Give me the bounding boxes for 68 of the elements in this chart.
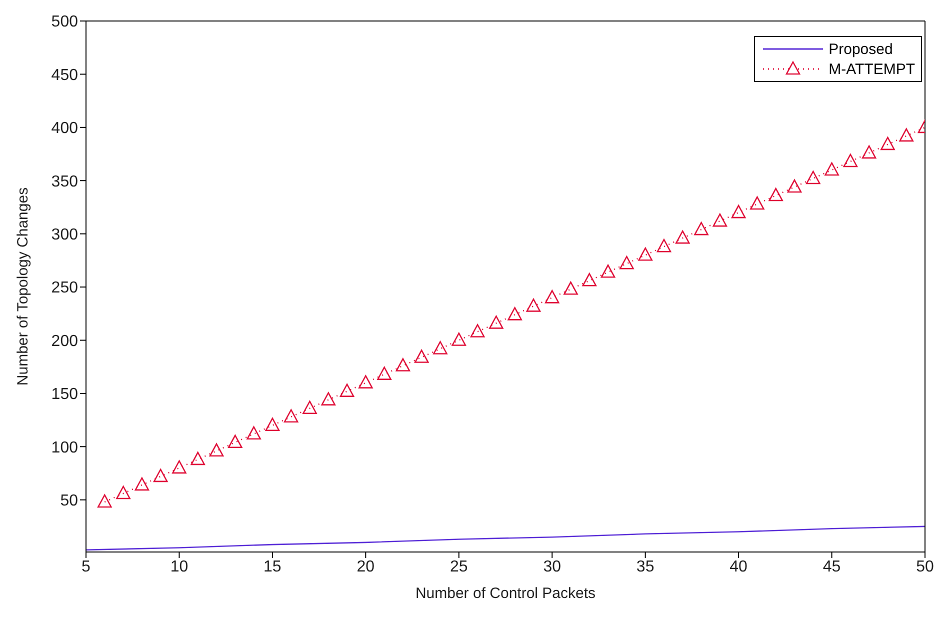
- point: [302, 400, 317, 414]
- point: [396, 358, 410, 372]
- x-tick-label: 40: [730, 558, 748, 576]
- point: [806, 170, 820, 184]
- point: [880, 136, 895, 150]
- point: [656, 238, 672, 252]
- x-tick-label: 35: [636, 558, 654, 576]
- x-axis-title: Number of Control Packets: [415, 585, 596, 602]
- point: [544, 290, 560, 304]
- x-tick-label: 25: [450, 558, 468, 576]
- y-tick-label: 50: [60, 492, 78, 510]
- point: [508, 307, 522, 320]
- point: [526, 298, 541, 312]
- point: [600, 264, 616, 278]
- point: [787, 179, 802, 193]
- point: [675, 230, 690, 244]
- legend-label: M-ATTEMPT: [828, 60, 915, 78]
- x-tick-label: 50: [916, 558, 934, 576]
- point: [489, 316, 504, 329]
- point: [564, 282, 578, 295]
- x-tick-label: 20: [356, 558, 375, 576]
- point: [862, 145, 876, 159]
- y-tick-label: 350: [51, 173, 78, 190]
- point: [340, 384, 354, 397]
- point: [209, 443, 224, 457]
- x-tick-label: 15: [264, 558, 282, 576]
- point: [228, 434, 242, 448]
- point: [582, 272, 597, 286]
- point: [843, 154, 858, 168]
- y-tick-label: 100: [51, 439, 78, 456]
- y-tick-label: 150: [51, 386, 78, 404]
- x-tick-label: 30: [543, 558, 562, 576]
- point: [731, 204, 746, 218]
- point: [824, 162, 839, 176]
- x-tick-label: 45: [822, 558, 841, 576]
- point: [694, 222, 708, 236]
- point: [452, 332, 466, 346]
- point: [284, 409, 298, 423]
- y-axis-title: Number of Topology Changes: [14, 187, 32, 386]
- y-tick-label: 300: [51, 226, 78, 244]
- point: [899, 128, 914, 142]
- point: [414, 350, 429, 363]
- y-tick-label: 500: [51, 14, 78, 31]
- point: [321, 392, 336, 406]
- x-tick-label: 10: [170, 558, 188, 576]
- point: [190, 452, 206, 466]
- y-tick-label: 450: [51, 66, 78, 84]
- point: [246, 426, 261, 440]
- point: [377, 366, 392, 380]
- point: [116, 486, 130, 500]
- point: [97, 494, 112, 508]
- point: [265, 418, 280, 432]
- point: [768, 188, 783, 202]
- point: [750, 196, 764, 210]
- point: [470, 324, 485, 338]
- point: [134, 477, 150, 491]
- x-tick-label: 5: [82, 558, 91, 576]
- point: [153, 468, 168, 482]
- y-tick-label: 200: [51, 332, 78, 350]
- point: [172, 460, 186, 474]
- point: [638, 247, 652, 261]
- point: [358, 375, 373, 388]
- legend-label: Proposed: [828, 40, 893, 58]
- point: [712, 213, 728, 227]
- y-tick-label: 250: [51, 280, 78, 297]
- point: [433, 341, 448, 354]
- point: [620, 256, 634, 270]
- y-tick-label: 400: [51, 120, 78, 138]
